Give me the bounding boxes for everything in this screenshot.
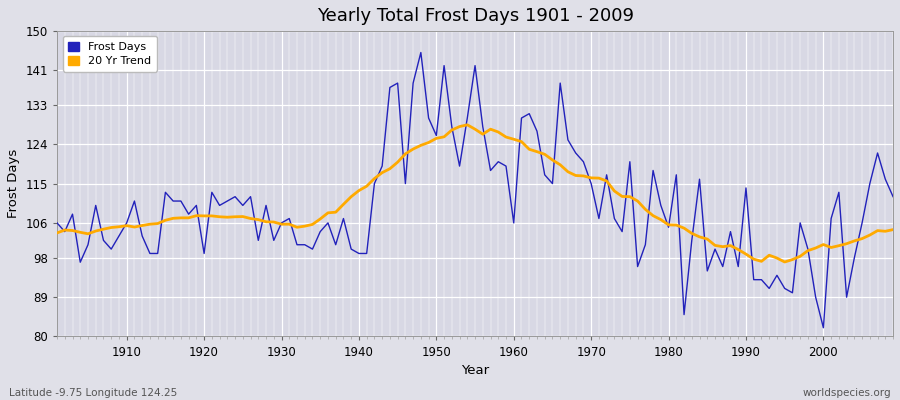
Frost Days — [284, 216, 294, 221]
20 Yr Trend — [51, 230, 62, 235]
20 Yr Trend — [508, 137, 519, 142]
Y-axis label: Frost Days: Frost Days — [7, 149, 20, 218]
20 Yr Trend — [516, 139, 526, 144]
Text: Latitude -9.75 Longitude 124.25: Latitude -9.75 Longitude 124.25 — [9, 388, 177, 398]
20 Yr Trend — [113, 224, 124, 229]
Frost Days — [609, 216, 620, 221]
Frost Days — [508, 220, 519, 225]
Title: Yearly Total Frost Days 1901 - 2009: Yearly Total Frost Days 1901 - 2009 — [317, 7, 634, 25]
Line: 20 Yr Trend: 20 Yr Trend — [57, 125, 893, 262]
20 Yr Trend — [330, 210, 341, 214]
Frost Days — [516, 116, 526, 120]
20 Yr Trend — [609, 188, 620, 193]
Frost Days — [51, 220, 62, 225]
Frost Days — [330, 242, 341, 247]
20 Yr Trend — [887, 227, 898, 232]
20 Yr Trend — [284, 222, 294, 226]
Frost Days — [887, 194, 898, 199]
Frost Days — [416, 50, 427, 55]
X-axis label: Year: Year — [461, 364, 489, 377]
Frost Days — [818, 325, 829, 330]
20 Yr Trend — [462, 122, 472, 127]
Line: Frost Days: Frost Days — [57, 52, 893, 328]
Text: worldspecies.org: worldspecies.org — [803, 388, 891, 398]
Frost Days — [113, 234, 124, 238]
Legend: Frost Days, 20 Yr Trend: Frost Days, 20 Yr Trend — [63, 36, 157, 72]
20 Yr Trend — [779, 260, 790, 264]
